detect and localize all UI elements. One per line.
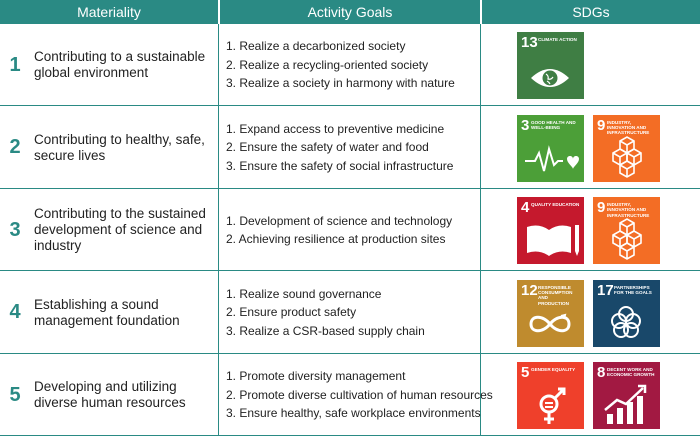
row-divider xyxy=(0,187,700,189)
activity-goal: 1. Promote diversity management xyxy=(226,369,406,384)
header-activity-goals: Activity Goals xyxy=(219,0,480,24)
sdg-3-icon: 3 GOOD HEALTH AND WELL-BEING xyxy=(517,114,584,182)
column-divider xyxy=(218,24,219,436)
sdg-title: DECENT WORK AND ECONOMIC GROWTH xyxy=(607,367,655,378)
eye-globe-icon xyxy=(531,69,569,87)
table-row: 4 Establishing a sound management foundat… xyxy=(0,272,700,354)
row-divider xyxy=(0,105,700,106)
table-row: 1 Contributing to a sustainable global en… xyxy=(0,24,700,106)
activity-goals-list: 1. Development of science and technology… xyxy=(226,189,476,271)
sdg-4-icon: 4 QUALITY EDUCATION xyxy=(517,197,584,264)
materiality-text: Contributing to a sustainable global env… xyxy=(34,49,206,80)
sdg-title: GENDER EQUALITY xyxy=(531,367,576,372)
activity-goal: 3. Realize a society in harmony with nat… xyxy=(226,76,455,91)
sdg-17-icon: 17 PARTNERSHIPS FOR THE GOALS xyxy=(593,279,660,347)
row-number: 5 xyxy=(9,383,21,406)
materiality-text: Developing and utilizing diverse human r… xyxy=(34,379,186,410)
row-divider xyxy=(0,270,700,271)
activity-goal: 2. Promote diverse cultivation of human … xyxy=(226,387,493,402)
activity-goals-list: 1. Promote diversity management 2. Promot… xyxy=(226,354,493,436)
activity-goals-list: 1. Realize a decarbonized society 2. Real… xyxy=(226,24,476,106)
activity-goal: 2. Realize a recycling-oriented society xyxy=(226,57,429,72)
sdg-number: 9 xyxy=(597,116,606,134)
activity-goal: 2. Ensure product safety xyxy=(226,305,357,320)
row-number: 3 xyxy=(9,218,21,241)
activity-goal: 3. Ensure healthy, safe workplace enviro… xyxy=(226,406,481,421)
sdg-13-icon: 13 CLIMATE ACTION xyxy=(517,32,584,99)
sdg-number: 12 xyxy=(521,281,538,299)
sdg-title: GOOD HEALTH AND WELL-BEING xyxy=(531,119,576,130)
book-pencil-icon xyxy=(527,225,579,256)
infinity-icon xyxy=(529,313,571,332)
activity-goal: 3. Realize a CSR-based supply chain xyxy=(226,323,425,338)
activity-goal: 2. Ensure the safety of water and food xyxy=(226,140,429,155)
column-divider xyxy=(480,24,481,436)
table-row: 3 Contributing to the sustained developme… xyxy=(0,189,700,271)
activity-goals-list: 1. Realize sound governance 2. Ensure pro… xyxy=(226,272,476,354)
materiality-text: Contributing to the sustained developmen… xyxy=(34,206,206,253)
cubes-icon xyxy=(612,218,642,260)
table-row: 5 Developing and utilizing diverse human … xyxy=(0,354,700,436)
sdg-9-icon: 9 INDUSTRY, INNOVATION AND INFRASTRUCTURE xyxy=(593,114,660,182)
row-number: 2 xyxy=(9,136,21,158)
sdg-9-icon: 9 INDUSTRY, INNOVATION AND INFRASTRUCTURE xyxy=(593,197,660,264)
activity-goal: 2. Achieving resilience at production si… xyxy=(226,232,446,246)
header-sdgs: SDGs xyxy=(481,0,700,24)
growth-chart-icon xyxy=(604,384,647,424)
activity-goal: 3. Ensure the safety of social infrastru… xyxy=(226,158,454,173)
sdg-8-icon: 8 DECENT WORK AND ECONOMIC GROWTH xyxy=(593,362,660,429)
materiality-text: Contributing to healthy, safe, secure li… xyxy=(34,131,205,163)
sdg-title: QUALITY EDUCATION xyxy=(531,202,580,207)
row-divider xyxy=(0,352,700,354)
sdg-title: INDUSTRY, INNOVATION AND INFRASTRUCTURE xyxy=(607,119,650,136)
activity-goal: 1. Expand access to preventive medicine xyxy=(226,121,445,136)
activity-goal: 1. Realize sound governance xyxy=(226,286,382,301)
sdg-number: 3 xyxy=(521,116,530,134)
gender-icon xyxy=(539,387,566,424)
rings-icon xyxy=(611,305,641,338)
sdg-title: CLIMATE ACTION xyxy=(538,37,577,42)
sdg-12-icon: 12 RESPONSIBLE CONSUMPTION AND PRODUCTION xyxy=(517,279,584,347)
materiality-text: Establishing a sound management foundati… xyxy=(34,296,180,328)
sdg-number: 13 xyxy=(521,34,538,51)
row-number: 4 xyxy=(9,301,21,323)
cubes-icon xyxy=(612,135,642,178)
heartbeat-icon xyxy=(525,144,579,171)
activity-goals-list: 1. Expand access to preventive medicine 2… xyxy=(226,107,476,189)
sdg-number: 4 xyxy=(521,199,530,216)
row-number: 1 xyxy=(9,53,21,76)
sdg-number: 5 xyxy=(521,364,530,381)
sdg-title: RESPONSIBLE CONSUMPTION AND PRODUCTION xyxy=(538,284,573,306)
sdg-number: 17 xyxy=(597,281,614,299)
sdg-number: 9 xyxy=(597,199,606,216)
sdg-number: 8 xyxy=(597,364,606,381)
sdg-title: PARTNERSHIPS FOR THE GOALS xyxy=(614,284,652,295)
header-materiality: Materiality xyxy=(0,0,218,24)
activity-goal: 1. Development of science and technology xyxy=(226,213,453,228)
activity-goal: 1. Realize a decarbonized society xyxy=(226,39,406,54)
sdg-title: INDUSTRY, INNOVATION AND INFRASTRUCTURE xyxy=(607,202,650,218)
table-row: 2 Contributing to healthy, safe, secure l… xyxy=(0,107,700,189)
sdg-5-icon: 5 GENDER EQUALITY xyxy=(517,362,584,429)
